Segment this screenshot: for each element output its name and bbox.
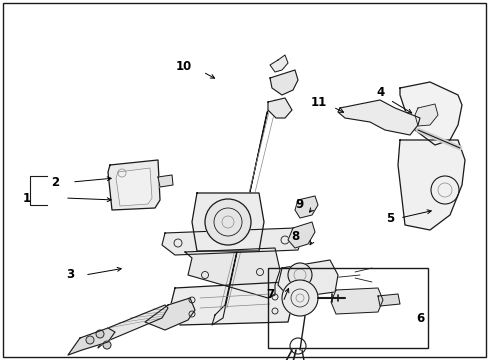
Polygon shape bbox=[108, 160, 160, 210]
Polygon shape bbox=[337, 100, 419, 135]
Text: 9: 9 bbox=[294, 198, 303, 211]
Text: 5: 5 bbox=[385, 211, 393, 225]
Text: 1: 1 bbox=[23, 192, 31, 204]
Polygon shape bbox=[68, 328, 115, 355]
Polygon shape bbox=[278, 260, 337, 298]
Text: 7: 7 bbox=[265, 288, 273, 302]
Polygon shape bbox=[330, 288, 382, 314]
Polygon shape bbox=[184, 248, 280, 298]
Circle shape bbox=[103, 341, 111, 349]
Polygon shape bbox=[267, 98, 291, 118]
Circle shape bbox=[287, 263, 311, 287]
Polygon shape bbox=[397, 140, 464, 230]
Polygon shape bbox=[145, 298, 195, 330]
Polygon shape bbox=[414, 104, 437, 126]
Circle shape bbox=[86, 336, 94, 344]
Circle shape bbox=[282, 280, 317, 316]
Polygon shape bbox=[158, 175, 173, 187]
Polygon shape bbox=[294, 196, 317, 218]
Circle shape bbox=[96, 330, 104, 338]
Text: 3: 3 bbox=[66, 269, 74, 282]
Polygon shape bbox=[269, 55, 287, 72]
Text: 8: 8 bbox=[290, 230, 299, 243]
Polygon shape bbox=[170, 282, 291, 325]
Polygon shape bbox=[377, 294, 399, 306]
Text: 10: 10 bbox=[176, 60, 192, 73]
Polygon shape bbox=[287, 222, 314, 248]
Polygon shape bbox=[399, 82, 461, 145]
Polygon shape bbox=[116, 168, 152, 206]
Text: 2: 2 bbox=[51, 175, 59, 189]
Polygon shape bbox=[162, 228, 302, 255]
Polygon shape bbox=[212, 100, 278, 325]
Circle shape bbox=[204, 199, 250, 245]
Text: 4: 4 bbox=[376, 85, 385, 99]
Polygon shape bbox=[98, 305, 168, 348]
Text: 11: 11 bbox=[310, 95, 326, 108]
Bar bbox=[267, 268, 427, 348]
Polygon shape bbox=[269, 70, 297, 95]
Polygon shape bbox=[192, 193, 264, 251]
Text: 6: 6 bbox=[415, 311, 423, 324]
